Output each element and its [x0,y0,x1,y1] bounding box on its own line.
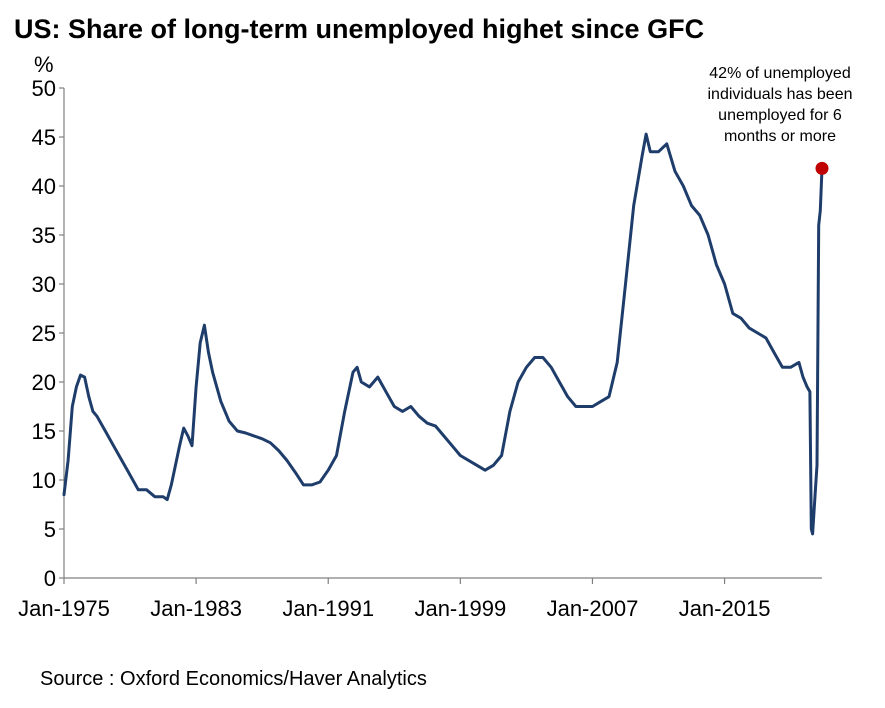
x-tick-label: Jan-1983 [150,596,242,621]
y-tick-label: 5 [44,517,56,542]
y-tick-label: 0 [44,566,56,591]
y-tick-label: 45 [32,125,56,150]
latest-value-marker [815,161,829,175]
annotation-line-4: months or more [724,128,836,145]
y-tick-label: 50 [32,76,56,101]
axes: 0 5 10 15 20 25 30 35 40 45 50 Jan-1975 Jan-1983 Jan-… [18,76,822,621]
source-note: Source : Oxford Economics/Haver Analytic… [40,668,427,690]
y-tick-label: 25 [32,321,56,346]
y-tick-label: 30 [32,272,56,297]
y-axis-unit-label: % [34,52,54,77]
x-tick-label: Jan-2015 [679,596,771,621]
x-tick-label: Jan-1991 [282,596,374,621]
annotation-line-3: unemployed for 6 [718,107,842,124]
annotation: 42% of unemployed individuals has been u… [708,65,853,145]
chart-title: US: Share of long-term unemployed highet… [14,14,704,44]
x-tick-label: Jan-2007 [547,596,639,621]
annotation-line-1: 42% of unemployed [709,65,850,82]
y-tick-label: 10 [32,468,56,493]
y-tick-label: 15 [32,419,56,444]
y-tick-label: 20 [32,370,56,395]
x-tick-label: Jan-1975 [18,596,110,621]
y-tick-label: 40 [32,174,56,199]
series-line [62,132,824,536]
annotation-line-2: individuals has been [708,86,853,103]
y-tick-label: 35 [32,223,56,248]
x-tick-label: Jan-1999 [414,596,506,621]
series-layer [62,132,829,536]
